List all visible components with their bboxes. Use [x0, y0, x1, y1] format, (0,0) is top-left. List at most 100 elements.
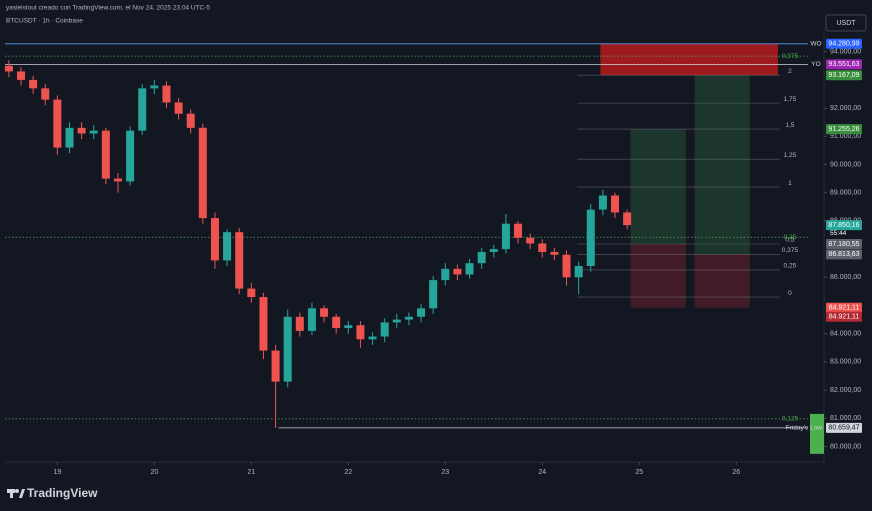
price-tag-label: 94.280,99 — [828, 41, 859, 48]
candle-body — [514, 223, 523, 238]
candle-body — [538, 243, 547, 252]
level-label: 0,25 — [784, 234, 797, 241]
y-tick-label: 80.000,00 — [830, 443, 861, 450]
candle-body — [150, 85, 159, 89]
x-tick-label: 19 — [53, 469, 61, 476]
price-tag — [826, 124, 862, 135]
price-tag — [826, 59, 862, 70]
zone — [630, 129, 686, 245]
candle-body — [332, 316, 341, 329]
x-tick-label: 20 — [150, 469, 158, 476]
symbol-line: BTCUSDT · 1h · Coinbase — [6, 18, 83, 25]
countdown: 55:44 — [830, 230, 847, 237]
price-tag — [826, 70, 862, 81]
price-tag — [826, 422, 862, 433]
price-tag-label: 86.813,63 — [828, 251, 859, 258]
price-tag-label: 87.850,16 — [828, 222, 859, 229]
candle-body — [89, 130, 98, 134]
friday-low-box — [810, 413, 824, 454]
candle-body — [526, 237, 535, 244]
y-tick-label: 91.000,00 — [830, 133, 861, 140]
price-tag-label: 87.180,55 — [828, 241, 859, 248]
price-tag-label: 84.921,11 — [829, 305, 860, 312]
currency-box[interactable] — [825, 14, 867, 32]
price-tag — [826, 38, 862, 49]
price-tag — [826, 249, 862, 260]
y-tick-label: 83.000,00 — [830, 359, 861, 366]
candle-body — [368, 336, 377, 340]
candle-body — [101, 130, 110, 179]
candle-body — [417, 308, 426, 317]
y-tick-label: 92.000,00 — [830, 105, 861, 112]
price-tag-label: 93.167,09 — [828, 72, 859, 79]
candle-body — [223, 232, 232, 261]
price-tag — [826, 239, 862, 250]
brand-logo — [7, 489, 25, 498]
y-tick-label: 94.000,00 — [830, 49, 861, 56]
candle-body — [295, 316, 304, 331]
level-label: WO — [810, 41, 821, 48]
candle-body — [41, 88, 50, 100]
candle-body — [186, 113, 195, 128]
candle-body — [550, 251, 559, 255]
candle-body — [113, 178, 122, 182]
candle-body — [477, 251, 486, 264]
author-line: yaslelstout creado con TradingView.com, … — [6, 5, 210, 12]
fib-label: 1,25 — [784, 152, 797, 159]
candle-body — [53, 99, 62, 148]
candle-body — [17, 71, 26, 80]
candle-body — [77, 127, 86, 134]
level-label: YO — [811, 61, 820, 68]
level-label: 0,125 — [782, 416, 799, 423]
x-tick-label: 23 — [441, 469, 449, 476]
candle-body — [611, 195, 620, 213]
candle-body — [29, 79, 38, 89]
y-tick-label: 89.000,00 — [830, 190, 861, 197]
fib-label: 1 — [788, 180, 792, 187]
friday-low-label: Friday's Low — [786, 425, 823, 432]
price-tag — [826, 302, 862, 313]
candle-body — [138, 88, 147, 131]
candle-body — [247, 288, 256, 298]
fib-label: 2 — [788, 68, 792, 75]
candle-body — [562, 254, 571, 278]
candle-body — [210, 218, 219, 261]
candle-body — [501, 223, 510, 250]
y-tick-label: 84.000,00 — [830, 331, 861, 338]
zone — [694, 254, 750, 308]
price-tag-label: 93.551,63 — [828, 61, 859, 68]
fib-label: 1,5 — [785, 122, 794, 129]
x-tick-label: 25 — [635, 469, 643, 476]
candle-body — [307, 308, 316, 331]
y-tick-label: 82.000,00 — [830, 387, 861, 394]
candle-body — [574, 266, 583, 278]
candle-body — [4, 65, 13, 72]
candle-body — [259, 297, 268, 351]
y-tick-label: 81.000,00 — [830, 415, 861, 422]
candle-body — [162, 85, 171, 103]
fib-label: 0,5 — [785, 237, 794, 244]
candle-body — [380, 322, 389, 337]
candle-body — [453, 268, 462, 275]
candle-body — [271, 350, 280, 382]
price-tag-label: 80.659,47 — [828, 425, 859, 432]
candle-body — [429, 280, 438, 309]
x-tick-label: 26 — [732, 469, 740, 476]
x-tick-label: 22 — [344, 469, 352, 476]
level-label: 0,375 — [782, 53, 799, 60]
candle-body — [586, 209, 595, 267]
x-tick-label: 24 — [538, 469, 546, 476]
y-tick-label: 90.000,00 — [830, 161, 861, 168]
candle-body — [623, 212, 632, 226]
candle-body — [344, 325, 353, 329]
x-tick-label: 21 — [247, 469, 255, 476]
candle-body — [320, 308, 329, 317]
fib-label: 0 — [788, 290, 792, 297]
candle-body — [283, 316, 292, 382]
candle-body — [356, 325, 365, 340]
fib-label: 0,375 — [782, 247, 799, 254]
price-tag-label: 84.921,11 — [829, 314, 860, 321]
fib-label: 1,75 — [784, 96, 797, 103]
currency[interactable]: USDT — [836, 20, 856, 27]
